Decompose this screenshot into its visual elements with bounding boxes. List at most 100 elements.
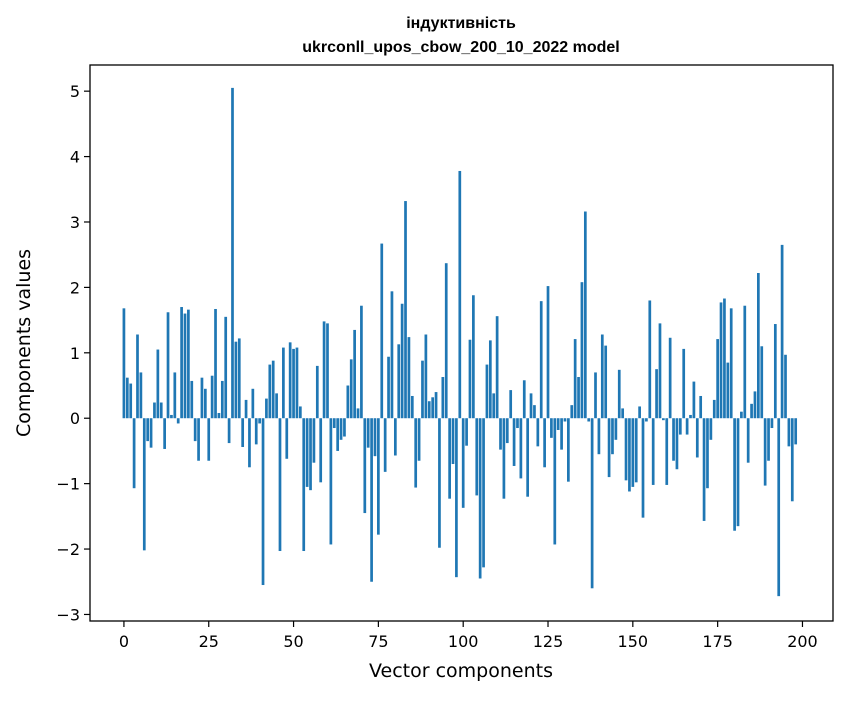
- bar-component-97: [451, 418, 455, 465]
- x-tick-label: 0: [119, 632, 129, 651]
- bar-component-87: [417, 418, 421, 461]
- bar-component-92: [434, 392, 438, 419]
- bar-component-185: [750, 403, 753, 419]
- bar-component-79: [390, 291, 394, 419]
- y-tick-label: 3: [70, 213, 80, 232]
- bar-component-103: [472, 295, 475, 419]
- bar-component-72: [366, 418, 370, 448]
- bar-component-137: [587, 418, 591, 422]
- bar-component-25: [207, 418, 211, 461]
- bar-component-23: [200, 377, 204, 419]
- bar-component-183: [743, 305, 747, 419]
- bar-component-146: [617, 369, 621, 419]
- bar-component-15: [173, 372, 177, 419]
- bar-component-20: [190, 380, 194, 419]
- x-tick-label: 50: [283, 632, 303, 651]
- bar-component-145: [614, 418, 618, 440]
- bar-component-131: [567, 418, 570, 482]
- bar-component-117: [519, 418, 523, 479]
- bar-component-110: [495, 316, 499, 419]
- bar-component-29: [220, 380, 224, 419]
- bar-component-191: [770, 418, 774, 429]
- bar-component-167: [689, 414, 692, 419]
- bar-component-56: [312, 418, 316, 463]
- bar-component-52: [298, 406, 302, 419]
- bar-component-98: [455, 418, 458, 578]
- bar-component-77: [383, 418, 387, 472]
- bar-component-73: [370, 418, 373, 582]
- bar-component-42: [265, 398, 268, 419]
- bar-component-102: [468, 339, 472, 419]
- bar-component-125: [546, 286, 550, 419]
- bar-component-63: [336, 418, 340, 451]
- bar-component-76: [380, 243, 384, 419]
- bar-component-99: [458, 170, 462, 419]
- bar-component-186: [753, 391, 757, 419]
- x-tick-label: 100: [448, 632, 479, 651]
- bar-component-165: [682, 348, 686, 419]
- bar-component-121: [533, 405, 536, 419]
- bar-component-179: [729, 308, 733, 419]
- bar-component-44: [271, 360, 275, 419]
- bar-component-7: [146, 418, 150, 442]
- bar-component-65: [343, 418, 346, 437]
- bar-component-28: [217, 412, 221, 419]
- bar-component-178: [726, 362, 730, 419]
- bar-component-168: [692, 381, 696, 419]
- bar-component-14: [170, 414, 173, 419]
- bar-component-104: [475, 418, 479, 496]
- x-tick-label: 175: [702, 632, 733, 651]
- bar-component-38: [251, 388, 255, 419]
- bar-component-196: [787, 418, 791, 447]
- bar-component-70: [360, 305, 363, 419]
- bar-component-83: [404, 201, 407, 419]
- bar-component-194: [780, 244, 784, 419]
- bar-component-109: [492, 393, 496, 419]
- bars-group: [122, 87, 798, 597]
- bar-component-49: [288, 342, 292, 419]
- bar-component-136: [583, 211, 587, 419]
- bar-component-96: [448, 418, 451, 499]
- bar-component-91: [431, 397, 435, 419]
- bar-component-182: [740, 411, 743, 419]
- bar-component-24: [203, 388, 207, 419]
- bar-component-139: [594, 372, 597, 419]
- bar-component-193: [777, 418, 781, 597]
- bar-component-187: [757, 273, 760, 419]
- bar-component-171: [702, 418, 706, 521]
- bar-component-190: [767, 418, 770, 461]
- bar-component-184: [746, 418, 750, 463]
- bar-component-189: [763, 418, 767, 486]
- bar-component-18: [183, 313, 187, 419]
- bar-component-147: [621, 408, 625, 419]
- bar-component-60: [326, 323, 329, 419]
- bar-component-89: [424, 334, 428, 419]
- bar-component-122: [536, 418, 540, 447]
- plot-area-frame: [89, 64, 834, 622]
- bar-component-16: [176, 418, 180, 424]
- bar-component-160: [665, 418, 669, 485]
- bar-component-192: [773, 324, 777, 419]
- bar-component-161: [668, 337, 672, 419]
- bar-component-61: [329, 418, 333, 545]
- bar-component-36: [244, 399, 248, 419]
- bar-component-195: [784, 354, 787, 419]
- x-axis-label: Vector components: [369, 660, 553, 682]
- bar-component-100: [461, 418, 465, 508]
- y-tick-label: −1: [56, 475, 80, 494]
- bar-component-50: [292, 348, 295, 419]
- bar-component-129: [560, 418, 563, 450]
- bar-component-134: [577, 377, 580, 419]
- bar-component-75: [377, 418, 380, 535]
- bar-component-71: [363, 418, 367, 514]
- x-tick-label: 25: [199, 632, 219, 651]
- bar-component-35: [241, 418, 245, 447]
- y-tick-label: −2: [56, 540, 80, 559]
- y-tick-label: 1: [70, 344, 80, 363]
- bar-component-135: [580, 282, 584, 419]
- bar-component-198: [794, 418, 798, 445]
- bar-component-153: [641, 418, 645, 518]
- bar-component-33: [234, 341, 238, 419]
- bar-component-141: [600, 334, 604, 419]
